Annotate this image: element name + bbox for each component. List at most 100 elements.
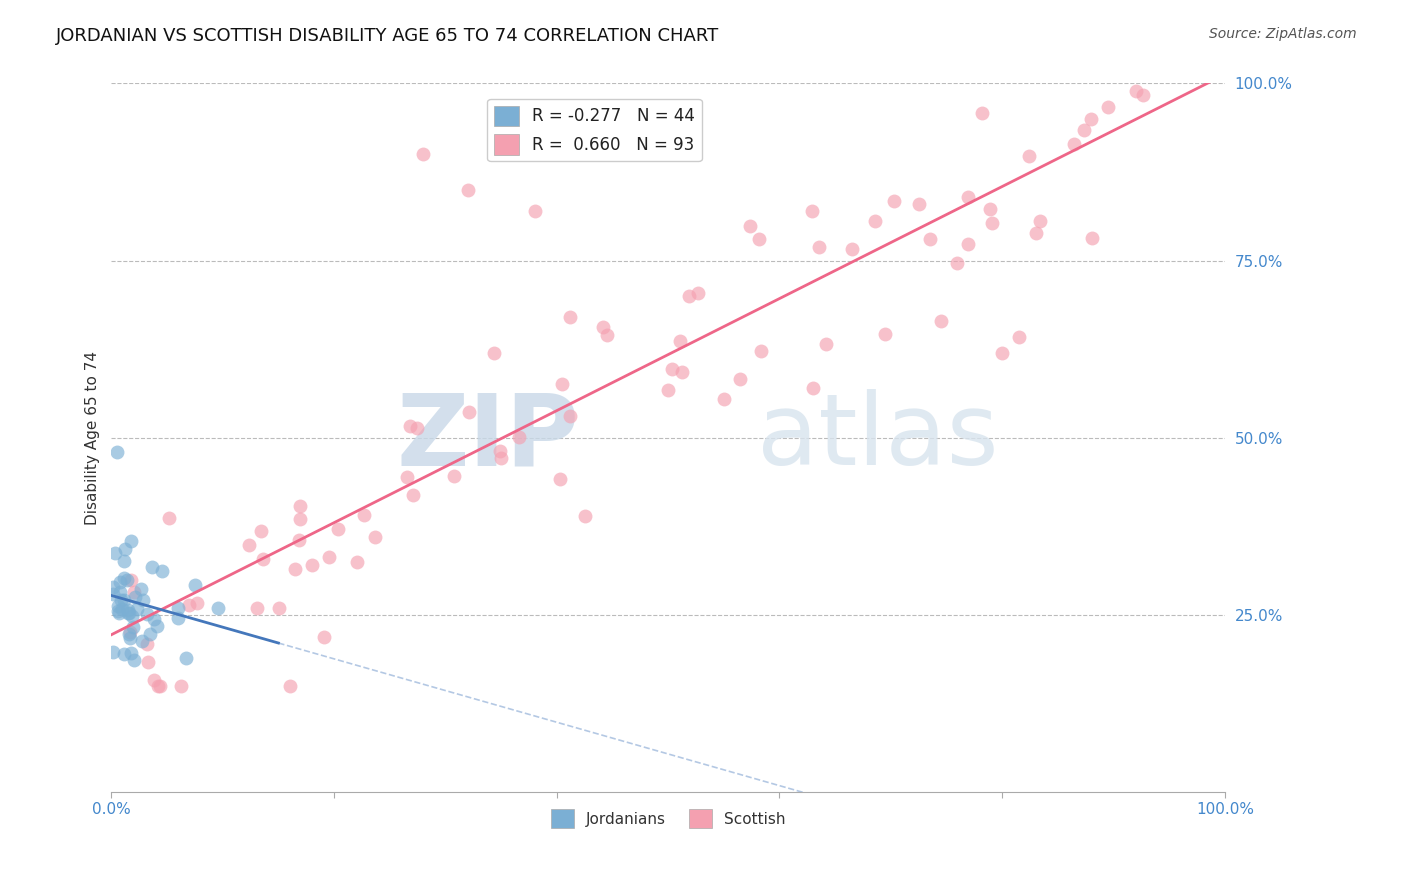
Point xyxy=(748,232,770,246)
Point xyxy=(402,487,425,501)
Point xyxy=(118,606,141,620)
Point xyxy=(267,600,290,615)
Point xyxy=(141,560,163,574)
Point xyxy=(873,326,896,341)
Point xyxy=(970,106,993,120)
Point xyxy=(957,190,980,204)
Point xyxy=(117,574,139,588)
Point xyxy=(136,607,159,621)
Point xyxy=(865,213,887,227)
Point xyxy=(945,255,967,269)
Point xyxy=(1150,62,1173,77)
Point xyxy=(1018,149,1040,163)
Point xyxy=(179,598,201,612)
Text: JORDANIAN VS SCOTTISH DISABILITY AGE 65 TO 74 CORRELATION CHART: JORDANIAN VS SCOTTISH DISABILITY AGE 65 … xyxy=(56,27,720,45)
Point xyxy=(107,604,129,618)
Point xyxy=(122,585,145,599)
Point xyxy=(1008,330,1031,344)
Point xyxy=(508,430,530,444)
Point xyxy=(678,288,700,302)
Point xyxy=(841,242,863,256)
Point xyxy=(458,404,481,418)
Point xyxy=(489,451,512,466)
Y-axis label: Disability Age 65 to 74: Disability Age 65 to 74 xyxy=(86,351,100,524)
Point xyxy=(122,652,145,666)
Point xyxy=(112,571,135,585)
Point xyxy=(120,534,142,549)
Point xyxy=(174,651,197,665)
Point xyxy=(132,593,155,607)
Point xyxy=(129,582,152,596)
Point xyxy=(278,679,301,693)
Point xyxy=(110,574,132,589)
Point xyxy=(252,551,274,566)
Point xyxy=(145,618,167,632)
Point xyxy=(730,372,752,386)
Point xyxy=(117,603,139,617)
Point xyxy=(124,590,146,604)
Point xyxy=(101,580,124,594)
Point xyxy=(250,524,273,538)
Text: atlas: atlas xyxy=(758,389,998,486)
Point xyxy=(117,606,139,620)
Point xyxy=(980,216,1002,230)
Point xyxy=(489,444,512,458)
Point xyxy=(238,538,260,552)
Point xyxy=(122,620,145,634)
Point xyxy=(443,469,465,483)
Point xyxy=(1029,214,1052,228)
Point xyxy=(112,647,135,661)
Point xyxy=(657,383,679,397)
Point xyxy=(120,646,142,660)
Point xyxy=(740,219,762,234)
Point xyxy=(104,546,127,560)
Point xyxy=(1063,136,1085,151)
Point xyxy=(146,679,169,693)
Point xyxy=(1125,83,1147,97)
Point xyxy=(661,362,683,376)
Point xyxy=(105,445,128,459)
Point xyxy=(112,554,135,568)
Point xyxy=(560,409,582,424)
Point xyxy=(929,314,952,328)
Point xyxy=(1097,100,1119,114)
Point xyxy=(523,204,546,219)
Point xyxy=(574,508,596,523)
Point xyxy=(120,573,142,587)
Point xyxy=(167,611,190,625)
Point xyxy=(149,679,172,693)
Point xyxy=(749,344,772,359)
Text: Source: ZipAtlas.com: Source: ZipAtlas.com xyxy=(1209,27,1357,41)
Point xyxy=(184,578,207,592)
Point xyxy=(111,602,134,616)
Point xyxy=(107,606,129,620)
Point xyxy=(125,602,148,616)
Point xyxy=(669,334,692,348)
Point xyxy=(207,601,229,615)
Point xyxy=(288,499,311,513)
Point xyxy=(551,376,574,391)
Point xyxy=(143,673,166,688)
Point xyxy=(353,508,375,523)
Point xyxy=(121,609,143,624)
Point xyxy=(1073,123,1095,137)
Point xyxy=(686,285,709,300)
Point xyxy=(807,240,830,254)
Point xyxy=(1080,112,1102,126)
Point xyxy=(135,636,157,650)
Point xyxy=(457,183,479,197)
Point xyxy=(1081,231,1104,245)
Point xyxy=(287,533,309,547)
Point xyxy=(364,529,387,543)
Point xyxy=(412,147,434,161)
Point xyxy=(108,584,131,599)
Text: ZIP: ZIP xyxy=(396,389,579,486)
Point xyxy=(103,587,125,601)
Point xyxy=(157,511,180,525)
Point xyxy=(883,194,905,208)
Point xyxy=(1025,226,1047,240)
Point xyxy=(918,232,941,246)
Point xyxy=(136,655,159,669)
Point xyxy=(671,365,693,379)
Point xyxy=(169,679,191,693)
